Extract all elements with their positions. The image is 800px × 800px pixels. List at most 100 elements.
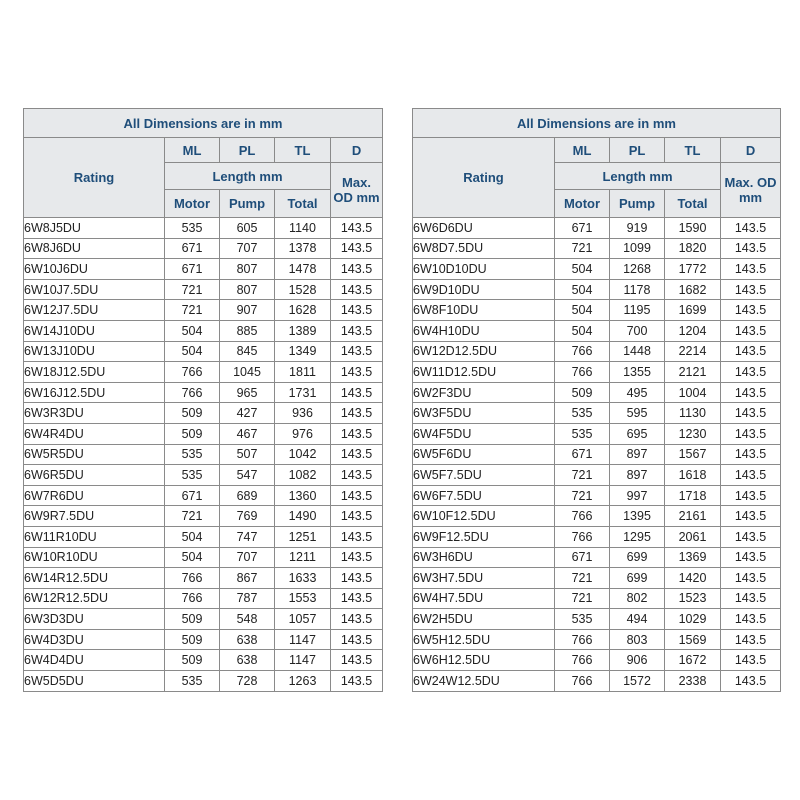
total-length-cell: 1263 [274,670,331,692]
total-length-cell: 1672 [664,649,721,672]
total-length-cell: 1811 [274,361,331,383]
rating-cell: 6W12D12.5DU [412,340,555,363]
pump-length-cell: 495 [609,381,665,404]
max-od-cell: 143.5 [719,340,782,363]
max-od-cell: 143.5 [329,567,384,589]
pump-length-cell: 494 [609,608,665,630]
total-length-cell: 1029 [664,608,721,630]
pump-length-cell: 1099 [609,237,665,260]
max-od-cell: 143.5 [719,361,782,383]
table-row: 6W9F12.5DU 766 1295 2061 143.5 [412,525,782,548]
table-row: 6W5D5DU 535 728 1263 143.5 [23,670,384,692]
max-od-cell: 143.5 [329,319,384,342]
pump-length-cell: 1045 [219,361,275,383]
pump-length-cell: 802 [609,587,665,610]
table-row: 6W3R3DU 509 427 936 143.5 [23,402,384,424]
rating-cell: 6W10F12.5DU [412,505,555,527]
pump-length-cell: 638 [219,628,275,651]
pump-length-cell: 1395 [609,505,665,527]
max-od-cell: 143.5 [719,258,782,280]
max-od-cell: 143.5 [719,278,782,301]
max-od-cell: 143.5 [329,484,384,507]
pump-length-cell: 885 [219,319,275,342]
max-od-cell: 143.5 [329,278,384,301]
max-od-cell: 143.5 [719,567,782,589]
rating-cell: 6W4R4DU [23,422,165,445]
total-length-cell: 1082 [274,464,331,486]
total-length-cell: 1682 [664,278,721,301]
max-od-cell: 143.5 [329,608,384,630]
total-length-cell: 1349 [274,340,331,363]
rating-cell: 6W4F5DU [412,422,555,445]
rating-cell: 6W4H10DU [412,319,555,342]
total-length-cell: 1420 [664,567,721,589]
max-od-cell: 143.5 [719,402,782,424]
rating-cell: 6W11D12.5DU [412,361,555,383]
max-od-cell: 143.5 [329,505,384,527]
pump-length-cell: 547 [219,464,275,486]
motor-length-cell: 504 [164,340,220,363]
pump-length-cell: 867 [219,567,275,589]
max-od-cell: 143.5 [329,422,384,445]
max-od-cell: 143.5 [329,237,384,260]
rating-cell: 6W9R7.5DU [23,505,165,527]
pump-length-cell: 595 [609,402,665,424]
max-od-cell: 143.5 [329,546,384,569]
table-row: 6W16J12.5DU 766 965 1731 143.5 [23,381,384,404]
total-length-cell: 1490 [274,505,331,527]
total-length-cell: 1772 [664,258,721,280]
rating-cell: 6W5F7.5DU [412,464,555,486]
ml-header: ML [164,137,220,163]
total-length-cell: 1130 [664,402,721,424]
motor-length-cell: 766 [164,567,220,589]
table-row: 6W7R6DU 671 689 1360 143.5 [23,484,384,507]
rating-cell: 6W12J7.5DU [23,299,165,321]
pump-length-cell: 845 [219,340,275,363]
motor-length-cell: 766 [164,587,220,610]
total-length-cell: 1140 [274,217,331,239]
pump-length-cell: 1448 [609,340,665,363]
motor-length-cell: 721 [554,567,610,589]
rating-cell: 6W13J10DU [23,340,165,363]
pump-length-cell: 747 [219,525,275,548]
rating-cell: 6W10R10DU [23,546,165,569]
motor-length-cell: 721 [554,484,610,507]
total-length-cell: 2338 [664,670,721,692]
table-row: 6W3H7.5DU 721 699 1420 143.5 [412,567,782,589]
motor-length-cell: 766 [554,505,610,527]
table-row: 6W3H6DU 671 699 1369 143.5 [412,546,782,569]
total-length-cell: 1528 [274,278,331,301]
pump-length-cell: 507 [219,443,275,466]
total-length-cell: 1699 [664,299,721,321]
total-length-cell: 1369 [664,546,721,569]
pump-length-cell: 699 [609,546,665,569]
motor-length-cell: 504 [164,546,220,569]
max-od-cell: 143.5 [719,546,782,569]
table-row: 6W24W12.5DU 766 1572 2338 143.5 [412,670,782,692]
motor-length-cell: 766 [164,361,220,383]
pump-length-cell: 699 [609,567,665,589]
table-row: 6W12R12.5DU 766 787 1553 143.5 [23,587,384,610]
rating-cell: 6W3D3DU [23,608,165,630]
pump-length-cell: 695 [609,422,665,445]
motor-length-cell: 721 [164,278,220,301]
length-header: Length mm [164,162,331,190]
table-row: 6W5H12.5DU 766 803 1569 143.5 [412,628,782,651]
max-od-cell: 143.5 [329,299,384,321]
pump-length-cell: 769 [219,505,275,527]
pump-header: Pump [219,189,275,218]
motor-length-cell: 535 [164,464,220,486]
rating-cell: 6W3H7.5DU [412,567,555,589]
rating-cell: 6W4D4DU [23,649,165,672]
max-od-cell: 143.5 [719,422,782,445]
motor-length-cell: 504 [164,319,220,342]
motor-length-cell: 504 [554,258,610,280]
motor-length-cell: 766 [554,361,610,383]
motor-length-cell: 766 [554,525,610,548]
motor-length-cell: 721 [554,464,610,486]
table-row: 6W10J6DU 671 807 1478 143.5 [23,258,384,280]
pump-length-cell: 906 [609,649,665,672]
max-od-cell: 143.5 [719,381,782,404]
rating-cell: 6W24W12.5DU [412,670,555,692]
table-row: 6W10R10DU 504 707 1211 143.5 [23,546,384,569]
